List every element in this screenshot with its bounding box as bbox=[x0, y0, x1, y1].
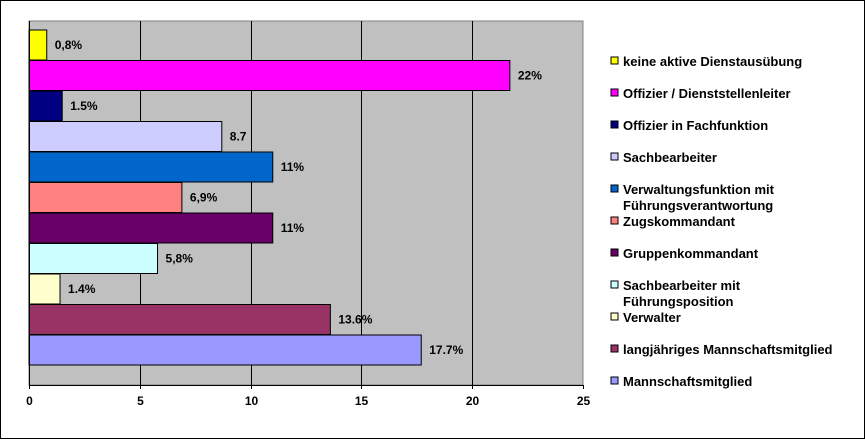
legend: keine aktive Dienstausübung Offizier / Di… bbox=[610, 54, 833, 389]
legend-swatch bbox=[610, 120, 619, 129]
legend-swatch bbox=[610, 216, 619, 225]
bar bbox=[28, 121, 223, 152]
legend-swatch bbox=[610, 56, 619, 65]
legend-label: Zugskommandant bbox=[623, 214, 736, 229]
legend-label: Offizier in Fachfunktion bbox=[623, 118, 768, 133]
data-labels: 0,8% 22% 1.5% 8.7 11% 6,9% 11% 5,8% 1.4% 13.6% 17.… bbox=[55, 38, 542, 357]
legend-label: Führungsverantwortung bbox=[623, 198, 773, 213]
x-tick-label: 25 bbox=[577, 394, 591, 408]
legend-label: Sachbearbeiter bbox=[623, 150, 717, 165]
legend-label: keine aktive Dienstausübung bbox=[623, 54, 802, 69]
bars bbox=[28, 29, 511, 366]
legend-label: Mannschaftsmitglied bbox=[623, 374, 752, 389]
bar bbox=[28, 212, 274, 244]
x-tick-label: 20 bbox=[466, 394, 480, 408]
legend-swatch bbox=[610, 88, 619, 97]
legend-swatch bbox=[610, 280, 619, 289]
legend-label: Offizier / Dienststellenleiter bbox=[623, 86, 791, 101]
bar bbox=[28, 60, 511, 91]
legend-label: Gruppenkommandant bbox=[623, 246, 759, 261]
data-label: 17.7% bbox=[429, 343, 463, 357]
x-axis: 0 5 10 15 20 25 bbox=[26, 21, 590, 408]
bar bbox=[28, 90, 63, 122]
legend-swatch bbox=[610, 152, 619, 161]
legend-label: Verwaltungsfunktion mit bbox=[623, 182, 775, 197]
data-label: 0,8% bbox=[55, 38, 83, 52]
legend-label: Verwalter bbox=[623, 310, 681, 325]
data-label: 1.5% bbox=[70, 99, 98, 113]
bar bbox=[28, 304, 331, 335]
data-label: 6,9% bbox=[190, 191, 218, 205]
legend-label: Sachbearbeiter mit bbox=[623, 278, 741, 293]
legend-label: Führungsposition bbox=[623, 294, 734, 309]
bar bbox=[28, 243, 159, 274]
x-tick-label: 5 bbox=[137, 394, 144, 408]
data-label: 13.6% bbox=[338, 313, 372, 327]
x-tick-label: 10 bbox=[245, 394, 259, 408]
legend-swatch bbox=[610, 248, 619, 257]
data-label: 22% bbox=[518, 69, 542, 83]
data-label: 5,8% bbox=[166, 252, 194, 266]
legend-swatch bbox=[610, 312, 619, 321]
data-label: 11% bbox=[281, 221, 305, 235]
bar bbox=[28, 151, 274, 183]
data-label: 1.4% bbox=[68, 282, 96, 296]
bar bbox=[28, 334, 422, 366]
legend-swatch bbox=[610, 344, 619, 353]
bar bbox=[28, 182, 183, 213]
data-label: 11% bbox=[281, 160, 305, 174]
data-label: 8.7 bbox=[230, 130, 247, 144]
bar bbox=[28, 29, 48, 61]
bar bbox=[28, 273, 61, 305]
x-tick-label: 15 bbox=[355, 394, 369, 408]
legend-swatch bbox=[610, 376, 619, 385]
x-tick-label: 0 bbox=[26, 394, 33, 408]
legend-swatch bbox=[610, 184, 619, 193]
legend-label: langjähriges Mannschaftsmitglied bbox=[623, 342, 833, 357]
